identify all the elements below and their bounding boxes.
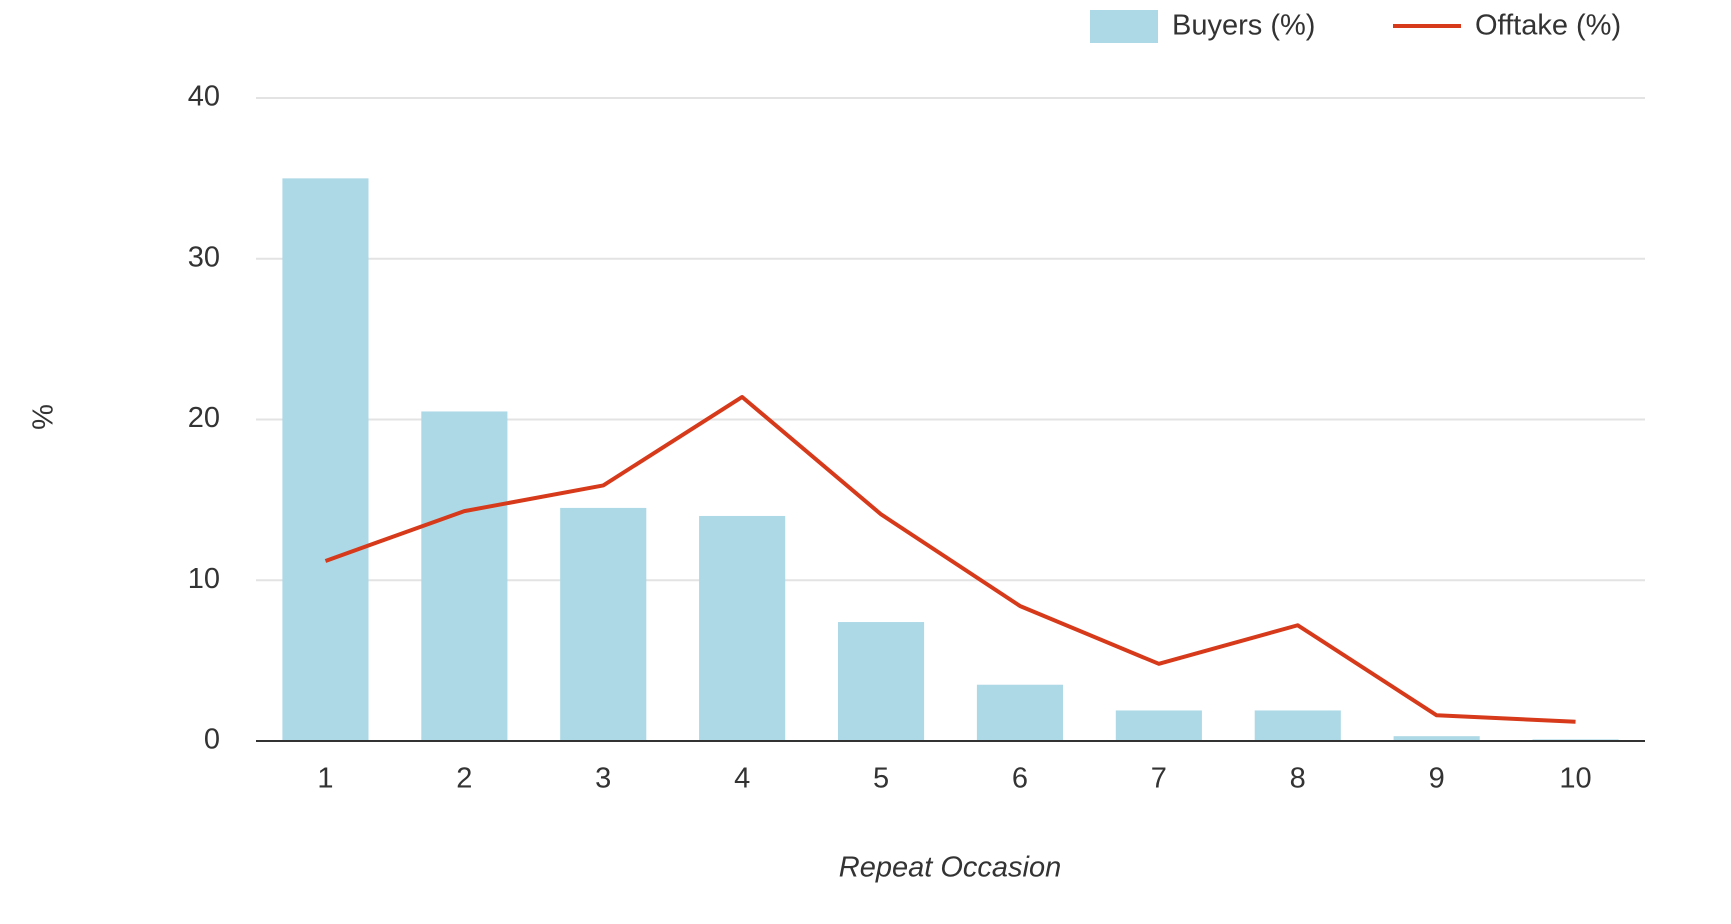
y-tick-label: 0	[204, 724, 220, 756]
x-tick-label: 1	[317, 763, 333, 795]
x-tick-label: 6	[1012, 763, 1028, 795]
bar	[282, 178, 369, 741]
x-tick-label: 9	[1429, 763, 1445, 795]
bar	[421, 411, 508, 741]
y-tick-label: 20	[188, 402, 220, 434]
bar	[837, 622, 925, 741]
y-tick-label: 40	[188, 81, 220, 113]
bar	[1115, 710, 1202, 741]
x-tick-label: 2	[456, 763, 472, 795]
bar	[1393, 736, 1480, 741]
bar	[1254, 710, 1341, 741]
legend-label: Buyers (%)	[1172, 10, 1315, 42]
x-axis-title: Repeat Occasion	[839, 852, 1061, 884]
x-tick-label: 5	[873, 763, 889, 795]
y-tick-label: 10	[188, 563, 220, 595]
y-tick-label: 30	[188, 241, 220, 273]
x-tick-label: 7	[1151, 763, 1167, 795]
bar	[699, 515, 786, 741]
x-tick-label: 4	[734, 763, 750, 795]
legend-swatch	[1090, 10, 1158, 43]
y-axis-title: %	[28, 404, 60, 430]
x-tick-label: 3	[595, 763, 611, 795]
bar	[560, 507, 647, 741]
line	[324, 394, 1576, 724]
x-tick-label: 8	[1290, 763, 1306, 795]
bar	[976, 684, 1064, 741]
legend-label: Offtake (%)	[1475, 10, 1621, 42]
x-tick-label: 10	[1559, 763, 1591, 795]
